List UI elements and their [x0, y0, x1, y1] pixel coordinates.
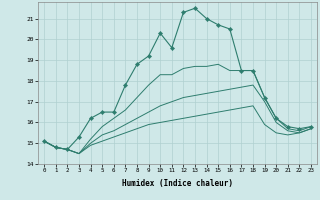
X-axis label: Humidex (Indice chaleur): Humidex (Indice chaleur) [122, 179, 233, 188]
